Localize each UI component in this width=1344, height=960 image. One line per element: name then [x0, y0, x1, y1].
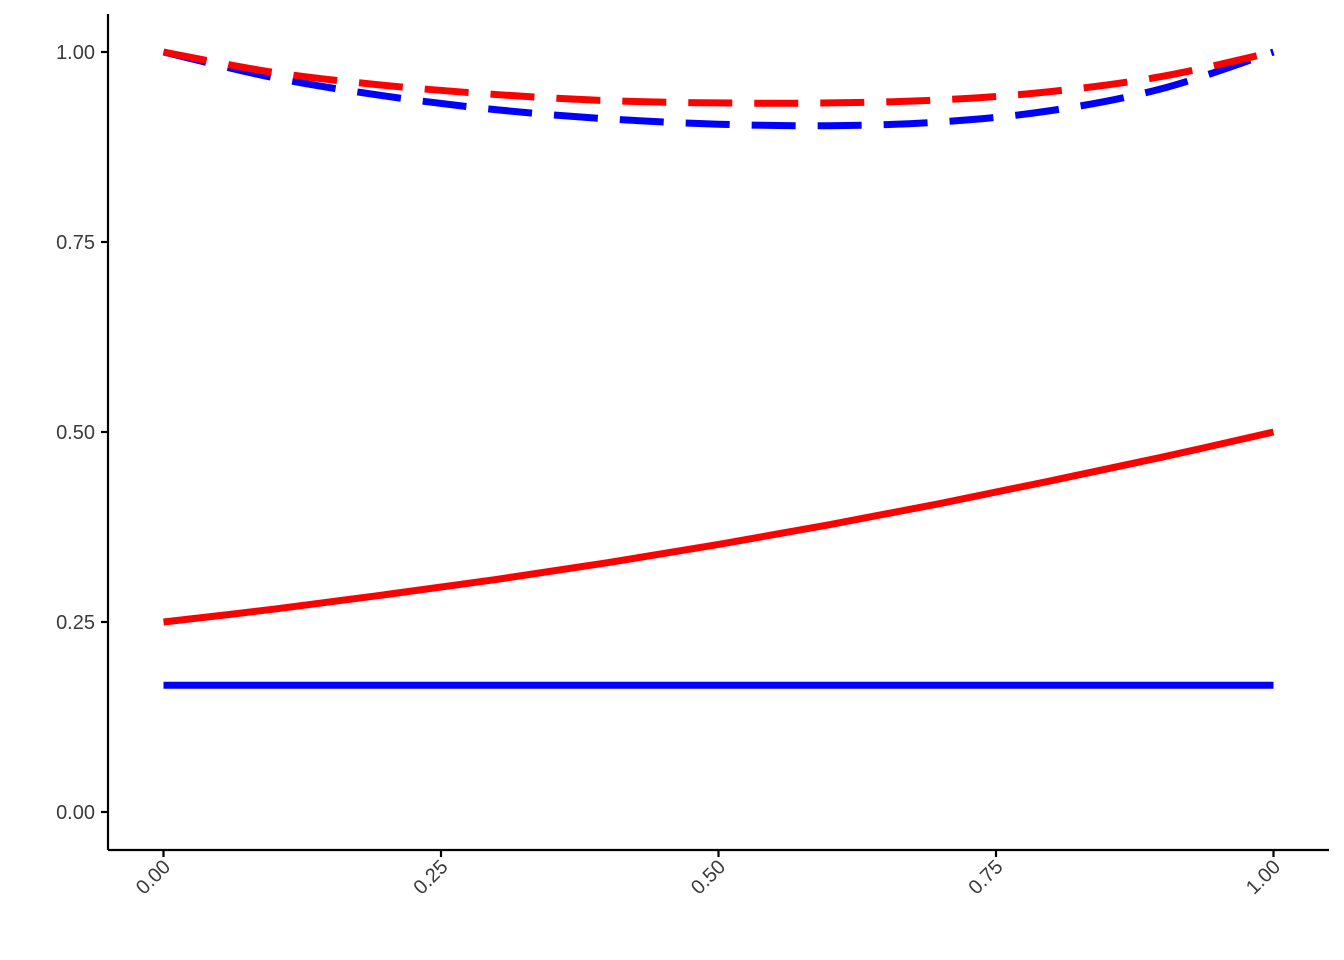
series-line-2 [162, 48, 1275, 107]
x-tick-label: 0.50 [687, 856, 730, 899]
y-tick-label: 0.75 [56, 232, 95, 254]
series-line-1 [162, 48, 1275, 130]
x-tick-label: 0.25 [409, 856, 452, 899]
y-tick-label: 0.50 [56, 422, 95, 444]
x-tick-label: 0.75 [964, 856, 1007, 899]
y-tick-label: 0.25 [56, 612, 95, 634]
x-axis-ticks: 0.00 0.25 0.50 0.75 1.00 [132, 850, 1285, 899]
series-line-3 [163, 428, 1275, 626]
y-tick-label: 1.00 [56, 42, 95, 64]
y-axis-ticks: 0.00 0.25 0.50 0.75 1.00 [56, 42, 108, 824]
y-tick-label: 0.00 [56, 802, 95, 824]
series-layer [162, 48, 1275, 689]
x-tick-label: 0.00 [132, 856, 175, 899]
x-tick-label: 1.00 [1242, 856, 1285, 899]
